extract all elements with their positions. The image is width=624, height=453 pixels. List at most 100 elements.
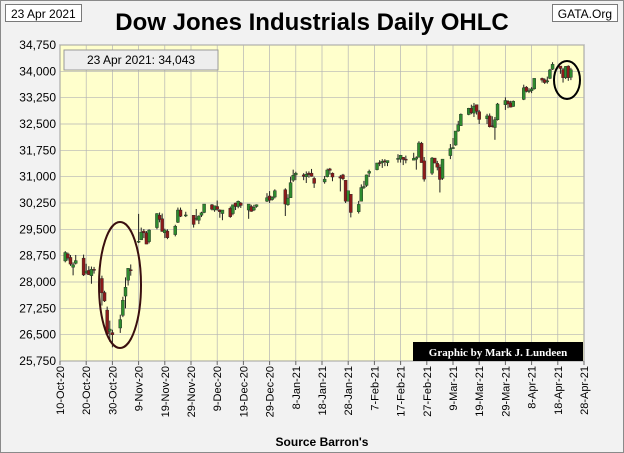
candle-body-down	[474, 104, 479, 112]
candle	[487, 113, 492, 128]
candle-body-up	[202, 203, 206, 213]
candle-body-down	[540, 78, 544, 81]
candle-body-down	[404, 158, 408, 161]
candle-body-up	[123, 287, 128, 297]
chart-title: Dow Jones Industrials Daily OHLC	[115, 9, 509, 36]
x-tick-label: 28-Jan-21	[343, 366, 355, 416]
x-tick-label: 29-Mar-21	[500, 366, 512, 417]
candle	[459, 113, 463, 126]
y-axis-ticks: 25,750 26,500 27,250 28,000 28,750 29,500 30,2…	[19, 38, 56, 368]
x-tick-label: 9-Dec-20	[212, 366, 224, 411]
candle	[68, 254, 73, 266]
x-tick-label: 18-Jan-21	[317, 366, 329, 416]
candle-body-up	[362, 186, 366, 188]
candle-body-up	[147, 229, 151, 242]
candle-body-up	[569, 69, 573, 78]
candle	[511, 100, 515, 107]
candle-body-up	[448, 148, 453, 156]
candle	[100, 275, 104, 306]
value-annotation-box	[63, 49, 219, 71]
candle-body-up	[288, 182, 293, 198]
candle	[362, 180, 366, 189]
candle	[294, 171, 298, 181]
candle-body-up	[322, 178, 327, 183]
candle-body-up	[74, 260, 78, 264]
candle-body-down	[419, 143, 424, 163]
candle-body-down	[524, 86, 529, 92]
candle-body-up	[456, 124, 460, 132]
candle	[356, 200, 361, 214]
candle-body-down	[506, 100, 510, 105]
candle	[474, 104, 479, 115]
candle	[304, 171, 308, 183]
candle-body-up	[459, 113, 463, 126]
y-tick-label: 28,000	[19, 275, 56, 289]
candle	[453, 130, 458, 146]
x-tick-label: 20-Oct-20	[81, 366, 93, 415]
candle	[341, 173, 345, 181]
candle	[377, 160, 382, 167]
candle-body-up	[325, 169, 329, 177]
candle	[456, 120, 460, 132]
candle	[325, 168, 329, 178]
candle	[252, 204, 256, 212]
candle-body-down	[341, 174, 345, 179]
candle	[448, 144, 453, 160]
candle-body-up	[118, 319, 122, 329]
site-tag: GATA.Org	[551, 4, 618, 22]
x-tick-label: 9-Nov-20	[134, 366, 146, 411]
candle-body-down	[330, 172, 335, 178]
candle-body-down	[435, 163, 439, 168]
candle-body-down	[165, 230, 170, 238]
x-tick-label: 9-Mar-21	[448, 366, 460, 411]
candle	[191, 215, 196, 228]
x-tick-label: 10-Oct-20	[55, 366, 67, 415]
candle-body-up	[270, 197, 274, 200]
candle-body-up	[252, 207, 256, 211]
candle	[404, 155, 408, 164]
candle	[545, 76, 550, 84]
candle-body-up	[385, 160, 390, 163]
candle	[231, 204, 235, 216]
x-tick-label: 17-Feb-21	[396, 366, 408, 417]
candle	[550, 62, 555, 70]
candle-body-up	[522, 87, 526, 100]
candle	[430, 157, 434, 175]
candle-body-down	[160, 218, 164, 232]
x-tick-label: 19-Nov-20	[160, 366, 172, 417]
candle	[286, 194, 290, 206]
candle-body-up	[495, 103, 500, 120]
candle-body-down	[66, 253, 70, 259]
candle-body-up	[511, 100, 515, 107]
date-tag: 23 Apr 2021	[5, 4, 82, 22]
candle	[178, 207, 183, 218]
value-annotation-text: 23 Apr 2021: 34,043	[87, 53, 195, 67]
candle-body-up	[173, 225, 177, 235]
candle-body-up	[136, 241, 141, 243]
x-tick-label: 18-Apr-21	[553, 366, 565, 415]
candle	[142, 228, 146, 239]
y-tick-label: 34,000	[19, 64, 56, 78]
candle-body-down	[422, 160, 426, 180]
candle-body-up	[545, 80, 550, 83]
x-axis-ticks: 10-Oct-20 20-Oct-20 30-Oct-20 9-Nov-20 19-No…	[55, 361, 591, 417]
candle-body-down	[129, 269, 133, 271]
candle	[199, 211, 204, 218]
candle-body-up	[440, 158, 445, 179]
candle	[529, 87, 534, 94]
candle	[532, 78, 536, 90]
y-tick-label: 30,250	[19, 196, 56, 210]
credit-text: Graphic by Mark J. Lundeen	[429, 347, 567, 359]
candle	[173, 224, 177, 237]
candle	[215, 200, 219, 211]
candle-body-up	[532, 78, 536, 90]
candle-body-down	[142, 230, 146, 234]
candle-body-up	[364, 174, 369, 186]
x-tick-label: 30-Oct-20	[107, 366, 119, 415]
candle-body-up	[199, 212, 204, 216]
candle	[435, 160, 439, 171]
x-tick-label: 7-Feb-21	[369, 366, 381, 411]
candle	[136, 213, 141, 244]
candle-body-up	[155, 213, 159, 228]
candle-body-down	[283, 189, 288, 205]
